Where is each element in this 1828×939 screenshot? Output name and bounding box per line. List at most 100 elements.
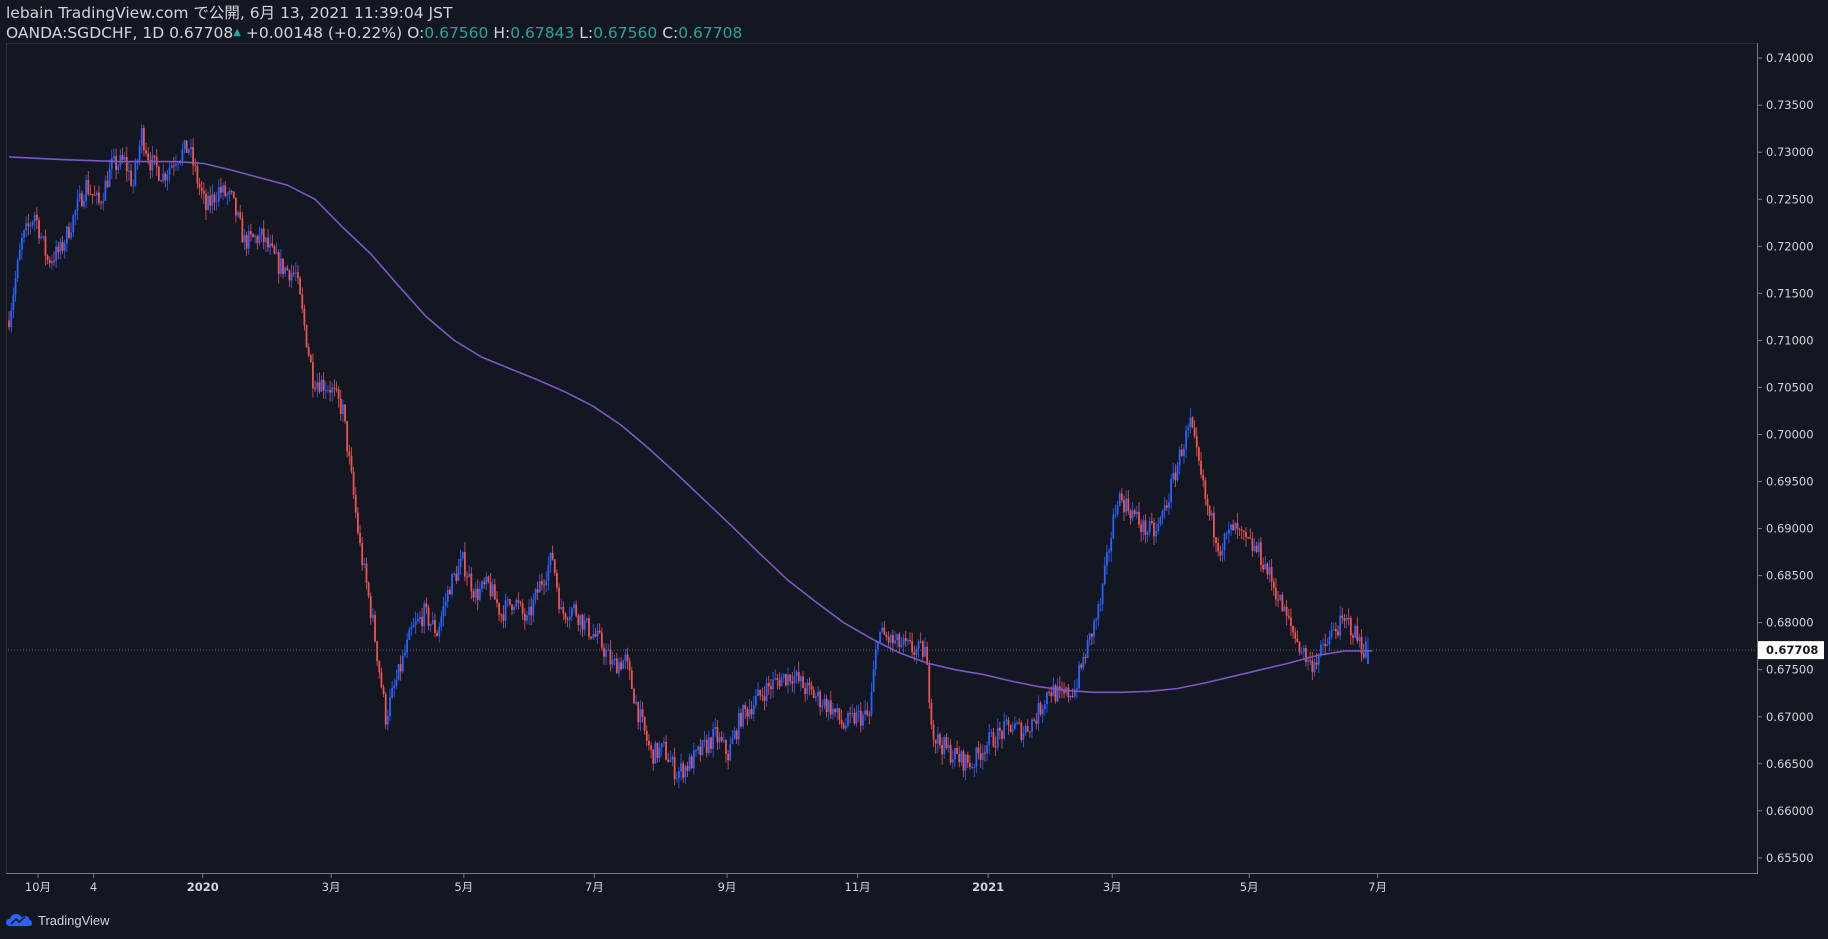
candle-body <box>1281 594 1284 612</box>
candle <box>1082 651 1085 670</box>
candle <box>378 660 381 679</box>
candle <box>419 610 421 624</box>
candle-body <box>453 573 456 575</box>
candle <box>1129 508 1132 525</box>
candle-body <box>1172 472 1175 480</box>
candle-body <box>998 727 1001 731</box>
candle-body <box>755 695 757 706</box>
candle-body <box>35 214 38 221</box>
candle-body <box>973 766 976 768</box>
time-axis[interactable] <box>6 873 1758 901</box>
candle-body <box>838 708 841 720</box>
candle <box>220 178 222 199</box>
candle-body <box>1200 460 1202 475</box>
candle-body <box>262 228 265 243</box>
candle-body <box>1195 436 1198 448</box>
candle-body <box>305 325 308 348</box>
candle-body <box>1347 617 1350 619</box>
candle-body <box>104 180 107 201</box>
candle <box>939 732 941 749</box>
candle-body <box>27 223 30 226</box>
candle-body <box>331 387 334 393</box>
candle <box>1307 657 1309 671</box>
candle-body <box>1242 530 1245 532</box>
candle <box>881 622 884 634</box>
candle <box>814 692 817 702</box>
candle-body <box>767 682 770 687</box>
candle <box>979 743 982 768</box>
candle <box>1313 658 1316 677</box>
candle <box>269 235 272 255</box>
candle <box>926 641 929 666</box>
candle-body <box>667 759 670 762</box>
price-tick-label: 0.73500 <box>1766 98 1814 112</box>
candle-body <box>431 619 434 625</box>
candle-body <box>1112 514 1115 539</box>
candle <box>528 598 530 626</box>
tradingview-logo[interactable]: TradingView <box>6 911 110 929</box>
candle-body <box>1161 510 1164 518</box>
candle <box>737 706 740 746</box>
candle <box>1084 653 1087 664</box>
candle <box>1356 616 1359 644</box>
candle-body <box>299 277 302 295</box>
candle-body <box>352 471 355 495</box>
candle <box>864 700 866 721</box>
candle <box>33 211 36 232</box>
candle-body <box>271 243 274 247</box>
candle <box>1078 660 1080 690</box>
open-label: O: <box>407 24 425 42</box>
candle <box>684 764 687 784</box>
candle-body <box>707 737 710 753</box>
candle <box>821 699 824 712</box>
candle <box>992 727 995 748</box>
candle <box>917 639 920 658</box>
candle-body <box>228 191 231 195</box>
candle <box>119 149 122 170</box>
candle-body <box>192 146 195 166</box>
candle-body <box>324 390 327 392</box>
time-tick-label: 5月 <box>454 880 473 894</box>
candle <box>1031 717 1033 739</box>
candle <box>80 190 83 208</box>
candle <box>960 749 963 766</box>
candle-body <box>624 654 627 661</box>
candle <box>866 702 869 717</box>
candle-body <box>1076 688 1078 690</box>
candle-body <box>958 754 961 763</box>
candle <box>744 702 747 719</box>
candle <box>205 188 207 220</box>
candle-body <box>410 627 413 630</box>
candle <box>588 614 590 641</box>
candle <box>1161 509 1164 526</box>
candle-body <box>1168 502 1170 508</box>
candle-body <box>16 260 19 279</box>
candle-body <box>1358 637 1361 641</box>
candle <box>675 771 678 783</box>
candle <box>211 184 214 214</box>
candle <box>553 558 556 576</box>
candle <box>720 731 723 743</box>
candle-body <box>1108 551 1110 553</box>
price-axis[interactable] <box>1757 43 1828 874</box>
candle <box>1337 625 1339 638</box>
candle-body <box>416 618 419 622</box>
candle <box>827 699 830 721</box>
candle-body <box>849 713 851 715</box>
candle-body <box>121 155 124 160</box>
candle-body <box>389 697 391 716</box>
candle <box>271 234 274 249</box>
candle-body <box>701 740 704 755</box>
symbol-interval: OANDA:SGDCHF, 1D <box>6 24 165 42</box>
candle <box>258 226 261 246</box>
candle <box>312 353 314 398</box>
last-price-badge <box>1758 641 1824 660</box>
candle <box>449 586 451 595</box>
candle-body <box>1257 542 1260 552</box>
candle <box>264 236 267 252</box>
candle <box>1054 683 1057 704</box>
candle-body <box>68 226 70 238</box>
candle-body <box>427 607 430 626</box>
candle-body <box>684 766 687 778</box>
